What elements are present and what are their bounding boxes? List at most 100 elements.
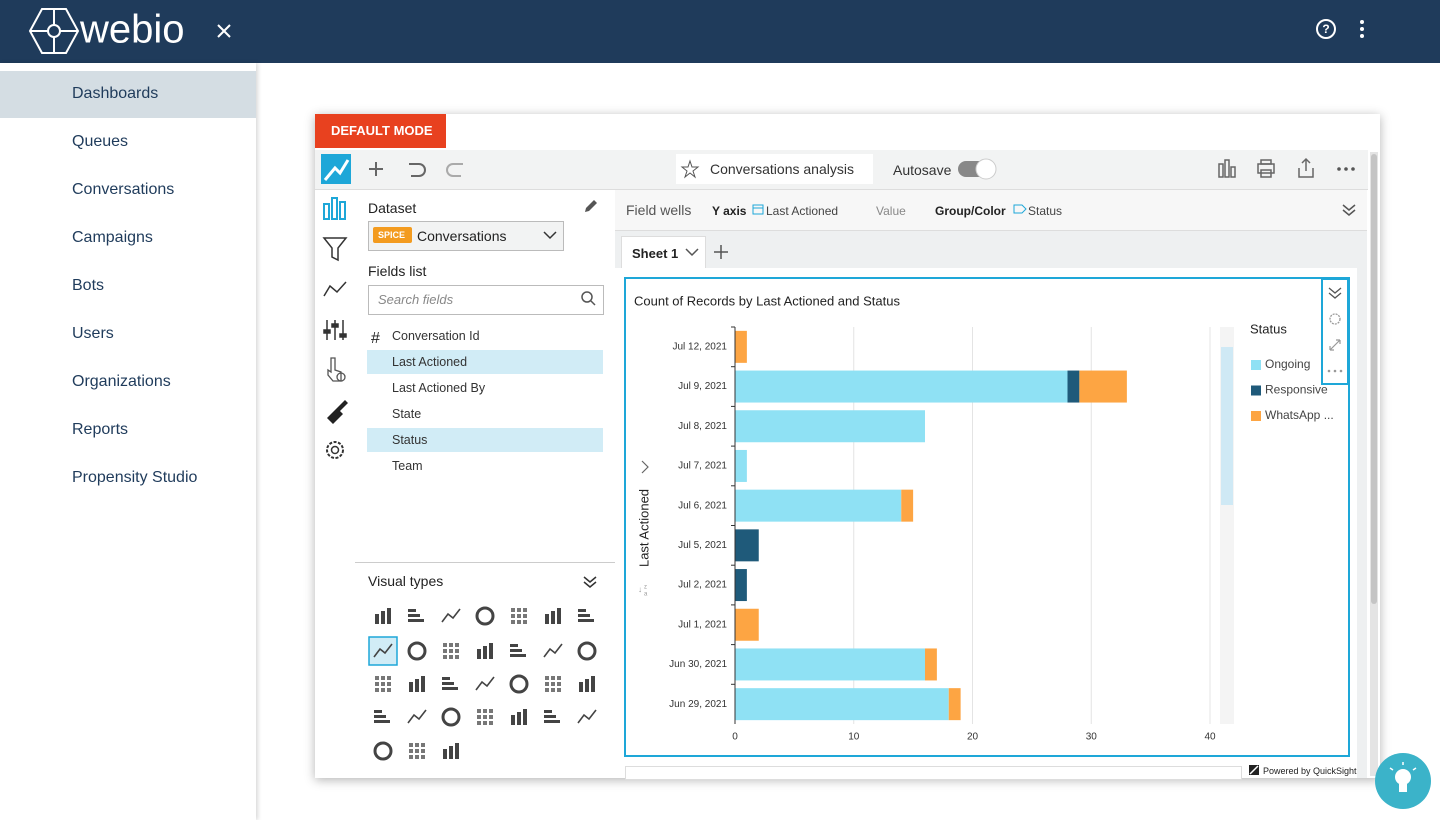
- add-button[interactable]: [369, 162, 383, 176]
- visual-type[interactable]: [511, 709, 527, 725]
- nav-item[interactable]: Campaigns: [72, 229, 153, 246]
- visual-type[interactable]: [578, 609, 594, 622]
- redo-button[interactable]: [446, 163, 463, 177]
- bar-segment[interactable]: [735, 688, 949, 721]
- bar-segment[interactable]: [735, 330, 747, 363]
- next-visual[interactable]: [625, 766, 1242, 780]
- field-item[interactable]: Status: [392, 433, 428, 447]
- parameters-tool[interactable]: [323, 320, 347, 340]
- format-visual[interactable]: [1329, 313, 1341, 325]
- collapse-visual-types[interactable]: [582, 575, 598, 589]
- bar-segment[interactable]: [735, 489, 902, 522]
- visual-type[interactable]: [545, 608, 561, 624]
- sort-icon[interactable]: ↓ za: [638, 585, 648, 598]
- legend-swatch[interactable]: [1251, 360, 1261, 370]
- nav-item[interactable]: Bots: [72, 277, 105, 294]
- settings-tool[interactable]: [326, 441, 344, 459]
- drill-icon[interactable]: [641, 460, 649, 474]
- visual-type[interactable]: [443, 743, 459, 759]
- bar-segment[interactable]: [735, 410, 925, 443]
- nav-item[interactable]: Propensity Studio: [72, 469, 198, 486]
- nav-item[interactable]: Conversations: [72, 181, 175, 198]
- help-button[interactable]: ?: [1316, 19, 1336, 39]
- nav-item[interactable]: Organizations: [72, 373, 171, 390]
- visual-type[interactable]: [477, 709, 493, 725]
- visual-type[interactable]: [443, 643, 459, 659]
- visual-more[interactable]: [1327, 369, 1343, 373]
- visual-type[interactable]: [408, 609, 424, 622]
- bar-segment[interactable]: [1079, 370, 1127, 403]
- bar-segment[interactable]: [948, 688, 961, 721]
- undo-button[interactable]: [409, 163, 426, 177]
- bar-segment[interactable]: [735, 370, 1068, 403]
- visual-type[interactable]: [441, 608, 461, 623]
- insights-tool[interactable]: [323, 281, 347, 297]
- visual-type[interactable]: [373, 741, 393, 761]
- maximize-visual[interactable]: [1329, 339, 1341, 351]
- autosave-toggle[interactable]: [958, 158, 997, 180]
- visual-type[interactable]: [511, 608, 527, 624]
- bar-segment[interactable]: [735, 529, 759, 562]
- visual-frame[interactable]: [624, 277, 1350, 757]
- visual-type[interactable]: [477, 643, 493, 659]
- legend-label[interactable]: WhatsApp ...: [1265, 408, 1334, 422]
- edit-dataset[interactable]: [582, 197, 600, 215]
- visual-type[interactable]: [579, 676, 595, 692]
- visual-type[interactable]: [441, 707, 461, 727]
- scrollbar-thumb[interactable]: [1371, 154, 1377, 604]
- legend-swatch[interactable]: [1251, 385, 1261, 396]
- search-box[interactable]: [368, 285, 604, 315]
- visual-type[interactable]: [368, 636, 398, 666]
- menu-button[interactable]: [1360, 20, 1364, 38]
- visual-type[interactable]: [475, 676, 495, 691]
- visual-type[interactable]: [407, 709, 427, 724]
- visual-type[interactable]: [409, 743, 425, 759]
- visual-type[interactable]: [442, 677, 458, 690]
- legend-swatch[interactable]: [1251, 411, 1261, 421]
- visual-type[interactable]: [510, 644, 526, 657]
- bar-segment[interactable]: [1067, 370, 1080, 403]
- close-button[interactable]: [217, 24, 231, 38]
- visual-type[interactable]: [475, 606, 495, 626]
- print-button[interactable]: [1257, 159, 1275, 178]
- visualize-tool[interactable]: [323, 197, 346, 220]
- visual-type[interactable]: [577, 709, 597, 724]
- bar-segment[interactable]: [735, 608, 759, 641]
- bar-segment[interactable]: [735, 449, 747, 482]
- nav-item[interactable]: Reports: [72, 421, 129, 438]
- legend-scroll-thumb[interactable]: [1221, 347, 1233, 505]
- field-item[interactable]: Last Actioned By: [392, 381, 486, 395]
- field-item[interactable]: State: [392, 407, 422, 421]
- visual-type[interactable]: [577, 641, 597, 661]
- analysis-name-box[interactable]: [676, 154, 873, 184]
- visual-type[interactable]: [544, 710, 560, 723]
- legend-label[interactable]: Ongoing: [1265, 357, 1310, 371]
- well-field[interactable]: Last Actioned: [766, 204, 839, 218]
- themes-tool[interactable]: [327, 400, 348, 424]
- actions-tool[interactable]: [327, 357, 346, 382]
- add-sheet[interactable]: [712, 243, 730, 261]
- sheet-tab[interactable]: [621, 236, 706, 269]
- visualize-button[interactable]: [1218, 159, 1236, 178]
- expand-wells[interactable]: [1341, 203, 1357, 217]
- nav-item[interactable]: Queues: [72, 133, 129, 150]
- more-button[interactable]: [1337, 167, 1355, 171]
- visual-type[interactable]: [543, 643, 563, 658]
- bar-segment[interactable]: [735, 569, 747, 602]
- field-item[interactable]: Team: [392, 459, 423, 473]
- visual-type[interactable]: [375, 676, 391, 692]
- help-bulb[interactable]: [1374, 752, 1434, 812]
- field-item[interactable]: Conversation Id: [392, 329, 480, 343]
- sheet-menu[interactable]: [684, 246, 700, 258]
- field-item[interactable]: Last Actioned: [392, 355, 468, 369]
- visual-type[interactable]: [509, 674, 529, 694]
- bar-segment[interactable]: [735, 648, 925, 681]
- legend-label[interactable]: Responsive: [1265, 383, 1328, 397]
- share-button[interactable]: [1298, 157, 1314, 178]
- bar-segment[interactable]: [901, 489, 914, 522]
- visual-type[interactable]: [545, 676, 561, 692]
- bar-segment[interactable]: [925, 648, 937, 681]
- nav-item[interactable]: Users: [72, 325, 114, 342]
- mode-badge[interactable]: [315, 114, 446, 148]
- well-field[interactable]: Status: [1028, 204, 1063, 218]
